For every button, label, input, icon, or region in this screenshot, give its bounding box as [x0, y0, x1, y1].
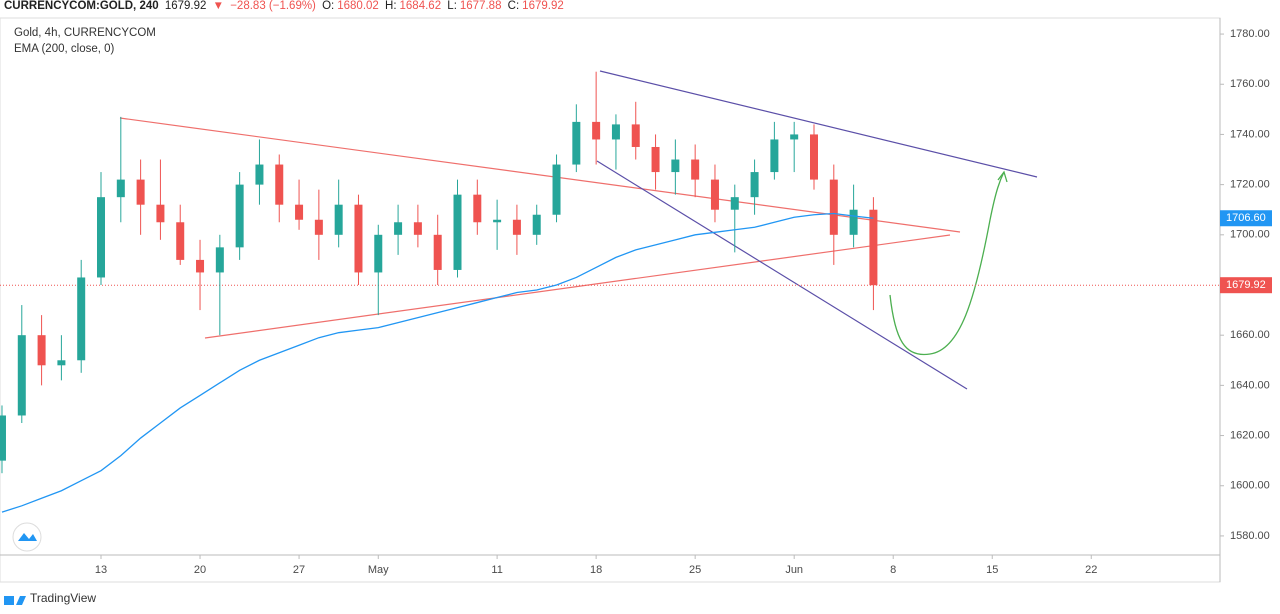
value: 1684.62 — [399, 0, 442, 12]
candle-body — [235, 184, 244, 248]
label: H: — [385, 0, 397, 12]
candle-body — [176, 222, 185, 260]
arrow: ▼ — [212, 0, 225, 12]
candle-body — [611, 124, 620, 140]
candle-body — [394, 222, 403, 235]
candle-body — [295, 204, 304, 220]
candle-body — [413, 222, 422, 235]
candle-body — [275, 164, 284, 205]
x-tick-label: 15 — [986, 564, 998, 576]
candle-body — [552, 164, 561, 215]
brand: TradingView — [30, 591, 96, 605]
brand-icon — [4, 596, 26, 605]
y-tick-label: 1720.00 — [1230, 179, 1270, 191]
value: 1679.92 — [522, 0, 564, 12]
candle-body — [314, 219, 323, 235]
logo-icon — [18, 533, 37, 541]
candle-body — [215, 247, 224, 273]
x-tick-label: 27 — [293, 564, 305, 576]
candle-body — [17, 335, 26, 416]
candle-body — [869, 209, 878, 286]
candle-body — [493, 219, 502, 223]
price-label-box — [1220, 210, 1272, 227]
candle-body — [849, 209, 858, 235]
candle-body — [453, 194, 462, 270]
candle-body — [790, 134, 799, 140]
y-tick-label: 1600.00 — [1230, 480, 1270, 492]
candle-body — [651, 146, 660, 173]
candle-body — [37, 335, 46, 366]
candle-body — [77, 277, 86, 361]
candle-body — [730, 197, 739, 210]
y-tick-label: 1660.00 — [1230, 329, 1270, 341]
trend-line — [119, 117, 961, 233]
y-tick-label: 1580.00 — [1230, 530, 1270, 542]
channel-line — [596, 160, 968, 390]
symbol: CURRENCYCOM:GOLD, 240 — [4, 0, 159, 12]
candle-body — [631, 124, 640, 147]
change: −28.83 (−1.69%) — [230, 0, 316, 12]
y-tick-label: 1780.00 — [1230, 28, 1270, 40]
x-tick-label: May — [368, 564, 389, 576]
candle-body — [710, 179, 719, 210]
candle-body — [473, 194, 482, 223]
plot-area — [0, 17, 1221, 583]
candle-body — [136, 179, 145, 205]
candle-body — [116, 179, 125, 198]
label: L: — [447, 0, 457, 12]
y-tick-label: 1620.00 — [1230, 429, 1270, 441]
candle-body — [57, 360, 66, 366]
candle-body — [334, 204, 343, 235]
candle-body — [354, 204, 363, 273]
candle-body — [750, 172, 759, 198]
header: CURRENCYCOM:GOLD, 240 1679.92 ▼ −28.83 (… — [4, 0, 567, 12]
x-tick-label: 18 — [590, 564, 602, 576]
candle-body — [671, 159, 680, 173]
value: 1680.02 — [337, 0, 379, 12]
candle-body — [0, 415, 6, 461]
x-tick-label: 22 — [1085, 564, 1097, 576]
price-label: 1706.60 — [1226, 212, 1266, 224]
chart-title: Gold, 4h, CURRENCYCOM — [14, 27, 156, 39]
x-tick-label: 11 — [491, 564, 502, 576]
candle-body — [691, 159, 700, 180]
candle-body — [196, 259, 205, 273]
candle-body — [532, 214, 541, 235]
price-label-box — [1220, 277, 1272, 294]
projection-arrow — [997, 170, 1008, 183]
candle-body — [572, 121, 581, 165]
candle-body — [374, 234, 383, 273]
x-tick-label: 25 — [689, 564, 701, 576]
label: O: — [322, 0, 335, 12]
x-tick-label: 20 — [194, 564, 206, 576]
candle-body — [512, 219, 521, 235]
candle-body — [809, 134, 818, 180]
candle-body — [829, 179, 838, 235]
candle-body — [156, 204, 165, 223]
trend-line — [204, 234, 951, 339]
projection-curve — [889, 171, 1005, 356]
y-tick-label: 1740.00 — [1230, 128, 1270, 140]
price: 1679.92 — [164, 0, 207, 12]
value: 1677.88 — [459, 0, 502, 12]
candle-body — [770, 139, 779, 173]
indicator-name: EMA (200, close, 0) — [14, 43, 115, 55]
x-tick-label: 13 — [95, 564, 107, 576]
price-label: 1679.92 — [1226, 279, 1266, 291]
candle-body — [592, 121, 601, 140]
x-tick-label: 8 — [890, 564, 896, 576]
channel-line — [599, 70, 1038, 178]
y-tick-label: 1760.00 — [1230, 78, 1270, 90]
x-tick-label: Jun — [785, 564, 803, 576]
candle-body — [97, 197, 106, 278]
candle-body — [433, 234, 442, 270]
candle-body — [255, 164, 264, 185]
label: C: — [507, 0, 520, 12]
ema-line — [1, 212, 874, 513]
y-tick-label: 1640.00 — [1230, 379, 1270, 391]
y-tick-label: 1700.00 — [1230, 229, 1270, 241]
drawings — [119, 70, 1038, 390]
